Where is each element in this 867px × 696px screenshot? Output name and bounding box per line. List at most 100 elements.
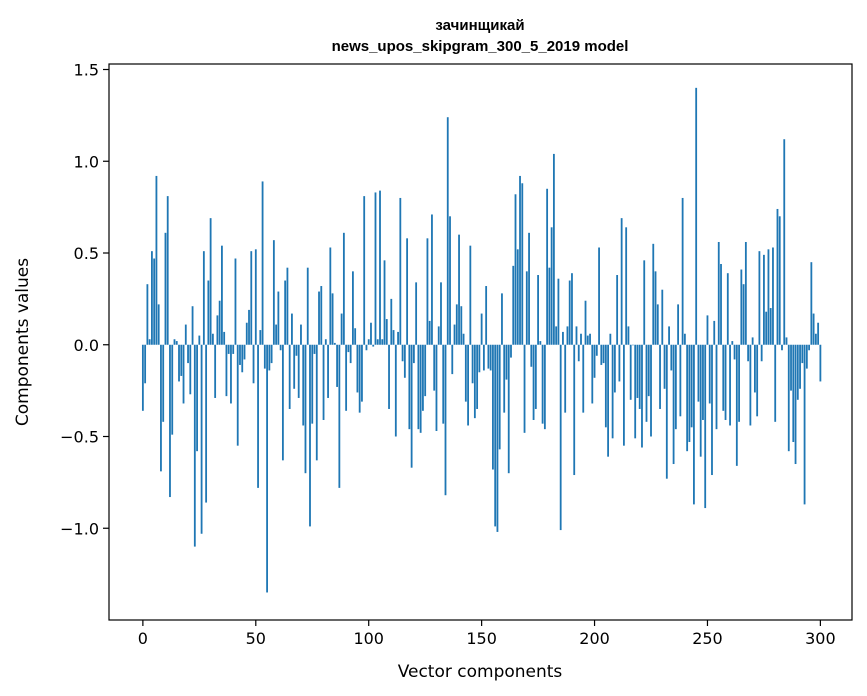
bar-component-168: [521, 183, 524, 345]
bar-component-72: [304, 344, 307, 474]
bar-component-230: [661, 289, 664, 345]
bar-component-298: [814, 333, 817, 345]
bar-component-153: [487, 344, 490, 369]
x-tick-label: 100: [353, 629, 384, 648]
bar-component-54: [263, 344, 266, 369]
bar-component-221: [641, 344, 643, 448]
bar-component-48: [250, 251, 253, 345]
bar-component-256: [720, 264, 722, 345]
bar-component-227: [654, 271, 657, 345]
bar-component-255: [717, 241, 720, 345]
bar-component-137: [451, 344, 454, 375]
bar-component-31: [211, 333, 214, 345]
bar-component-58: [272, 240, 275, 345]
bar-component-157: [496, 344, 499, 532]
bar-component-189: [568, 280, 571, 345]
bar-component-112: [394, 344, 397, 437]
y-axis-label: Components values: [13, 258, 33, 426]
bar-component-282: [778, 216, 781, 345]
bar-component-103: [374, 192, 377, 345]
bar-component-30: [209, 218, 212, 345]
bar-component-222: [643, 260, 646, 345]
bar-component-283: [781, 344, 783, 351]
x-axis-label: Vector components: [398, 662, 563, 682]
bar-component-95: [356, 344, 359, 393]
bar-component-66: [291, 313, 293, 345]
bar-component-223: [645, 344, 648, 422]
bar-component-190: [571, 273, 573, 345]
bar-component-123: [419, 344, 422, 433]
bar-component-299: [817, 322, 820, 345]
bar-component-254: [715, 344, 718, 430]
bar-component-173: [532, 344, 535, 420]
bar-component-288: [792, 344, 795, 442]
chart-title: зачинщикай: [435, 17, 524, 34]
bar-component-247: [699, 344, 702, 457]
bar-component-133: [442, 344, 445, 424]
bar-component-286: [787, 344, 790, 452]
bar-component-188: [566, 326, 569, 345]
bar-component-279: [772, 247, 774, 345]
bar-component-181: [550, 227, 553, 345]
bar-component-93: [352, 271, 354, 345]
bar-component-293: [803, 344, 806, 505]
bar-component-15: [175, 341, 178, 345]
bar-component-22: [191, 306, 194, 345]
bar-component-129: [433, 344, 436, 391]
x-tick-label: 250: [692, 629, 723, 648]
bar-component-178: [543, 344, 546, 430]
bar-component-285: [785, 337, 788, 345]
bar-component-43: [239, 344, 241, 365]
bar-component-41: [234, 258, 237, 345]
bar-component-238: [679, 344, 682, 417]
bar-component-7: [157, 304, 160, 345]
bar-component-104: [376, 339, 379, 345]
bar-component-200: [593, 344, 596, 378]
bar-component-0: [141, 344, 144, 411]
bar-component-158: [498, 344, 501, 450]
bar-component-128: [431, 214, 433, 345]
bar-component-126: [426, 238, 429, 345]
bar-component-281: [776, 208, 779, 345]
bar-component-8: [160, 344, 162, 472]
bar-component-88: [340, 313, 343, 345]
bar-component-12: [169, 344, 171, 498]
bar-component-257: [722, 344, 725, 411]
bar-component-37: [225, 344, 228, 397]
bar-component-44: [241, 344, 244, 373]
bar-component-167: [519, 175, 521, 345]
bar-component-287: [790, 344, 792, 391]
bar-component-2: [146, 284, 149, 345]
bar-component-108: [385, 319, 388, 345]
bar-component-300: [819, 344, 822, 382]
x-tick-label: 50: [246, 629, 266, 648]
bar-component-220: [638, 344, 641, 409]
bar-component-148: [476, 344, 479, 409]
bar-component-130: [435, 344, 438, 431]
bar-component-94: [354, 328, 357, 345]
bar-component-165: [514, 194, 517, 345]
bar-component-268: [747, 344, 750, 362]
bar-component-150: [480, 313, 483, 345]
bar-component-291: [799, 344, 801, 389]
bar-component-146: [471, 344, 474, 384]
bar-component-164: [512, 265, 515, 345]
bar-component-242: [688, 344, 691, 442]
bar-component-78: [318, 291, 320, 345]
bar-component-20: [187, 344, 189, 364]
bar-component-219: [636, 344, 639, 398]
bar-component-229: [659, 344, 661, 409]
bar-component-253: [713, 320, 716, 345]
y-tick-label: −0.5: [60, 428, 99, 447]
bar-component-79: [320, 286, 323, 345]
bar-component-274: [760, 344, 763, 362]
bar-component-260: [729, 344, 731, 426]
bar-component-151: [482, 344, 485, 371]
bar-component-125: [424, 344, 427, 397]
bar-component-86: [336, 344, 338, 387]
bar-component-182: [552, 153, 555, 345]
bar-component-216: [629, 344, 632, 400]
bar-component-39: [230, 344, 232, 404]
bar-component-101: [370, 322, 372, 345]
bar-component-213: [623, 344, 625, 446]
